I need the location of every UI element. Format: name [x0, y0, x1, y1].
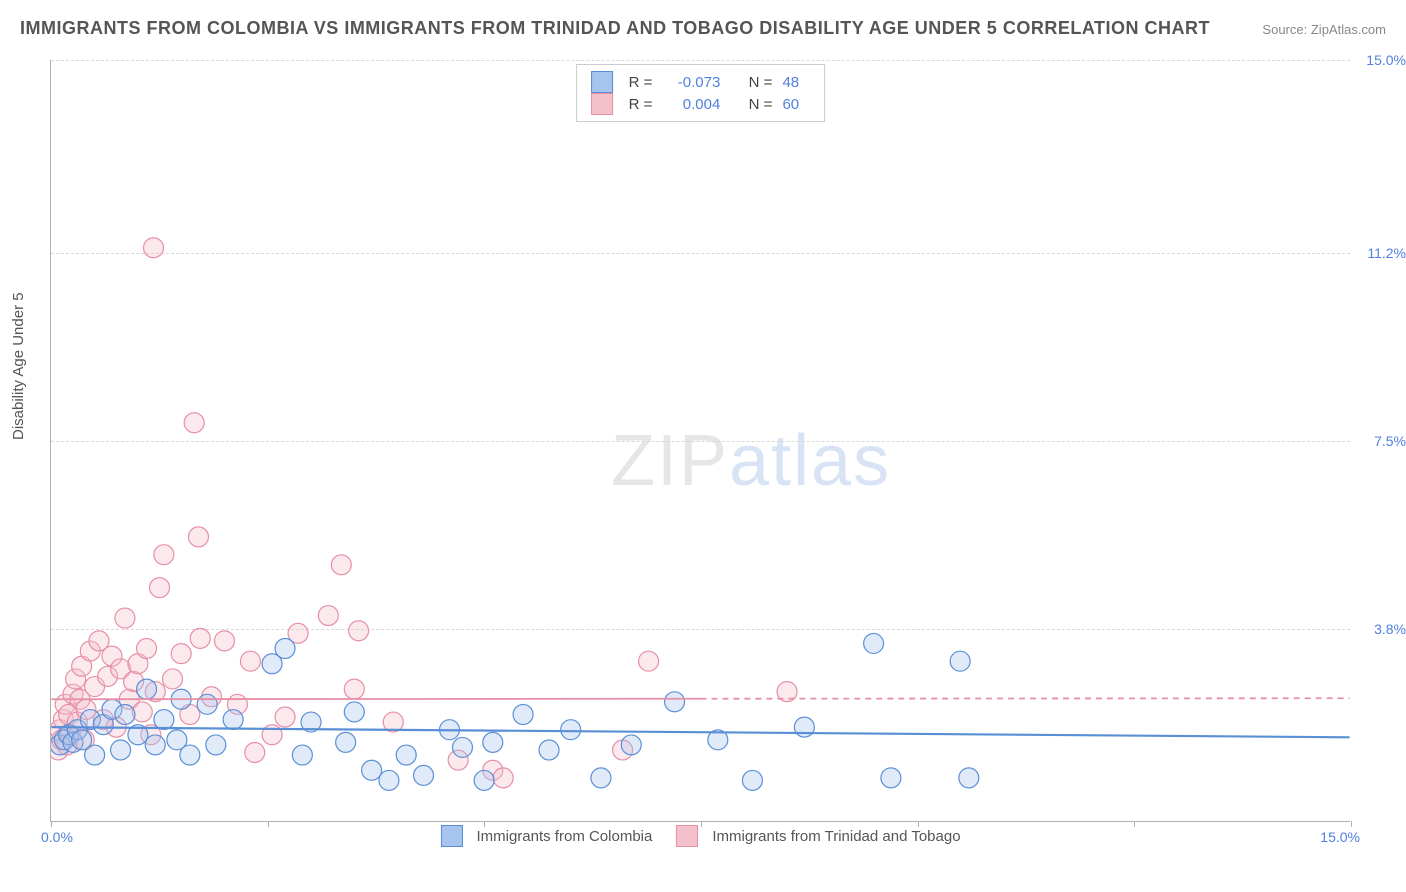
- r-value-a: -0.073: [662, 74, 720, 91]
- series-a-point: [344, 702, 364, 722]
- series-b-point: [214, 631, 234, 651]
- series-b-point: [154, 545, 174, 565]
- source-label: Source:: [1262, 22, 1307, 37]
- trend-line-a: [51, 727, 1349, 737]
- series-a-point: [115, 704, 135, 724]
- series-b-point: [331, 555, 351, 575]
- n-value-b: 60: [782, 96, 810, 113]
- r-value-b: 0.004: [662, 96, 720, 113]
- series-a-point: [396, 745, 416, 765]
- legend-row-b: R = 0.004 N = 60: [591, 93, 811, 115]
- series-a-point: [414, 765, 434, 785]
- source-attribution: Source: ZipAtlas.com: [1262, 22, 1386, 37]
- source-value: ZipAtlas.com: [1311, 22, 1386, 37]
- series-a-name: Immigrants from Colombia: [476, 828, 652, 845]
- series-a-point: [665, 692, 685, 712]
- series-b-point: [171, 644, 191, 664]
- series-b-point: [163, 669, 183, 689]
- y-tick-label: 15.0%: [1366, 52, 1406, 68]
- series-legend: Immigrants from Colombia Immigrants from…: [440, 825, 960, 847]
- x-tick: [1351, 821, 1352, 827]
- series-a-point: [539, 740, 559, 760]
- y-tick-label: 7.5%: [1374, 433, 1406, 449]
- r-label-b: R =: [629, 96, 653, 113]
- x-tick: [268, 821, 269, 827]
- series-b-point: [639, 651, 659, 671]
- series-a-point: [275, 639, 295, 659]
- series-b-point: [349, 621, 369, 641]
- r-label-a: R =: [629, 74, 653, 91]
- y-tick-label: 11.2%: [1367, 245, 1406, 261]
- series-a-point: [145, 735, 165, 755]
- series-a-point: [154, 710, 174, 730]
- series-b-point: [189, 527, 209, 547]
- series-a-point: [223, 710, 243, 730]
- series-a-point: [591, 768, 611, 788]
- n-label-b: N =: [749, 96, 773, 113]
- series-b-point: [143, 238, 163, 258]
- series-a-point: [474, 770, 494, 790]
- series-a-point: [742, 770, 762, 790]
- series-a-point: [336, 732, 356, 752]
- trend-line-b-solid: [51, 699, 700, 700]
- series-a-point: [483, 732, 503, 752]
- series-b-point: [275, 707, 295, 727]
- series-a-point: [206, 735, 226, 755]
- legend-item-a: Immigrants from Colombia: [440, 825, 652, 847]
- plot-area: ZIPatlas 3.8%7.5%11.2%15.0% 0.0% 15.0% R…: [50, 60, 1350, 822]
- x-tick: [1134, 821, 1135, 827]
- x-tick: [51, 821, 52, 827]
- series-b-point: [493, 768, 513, 788]
- series-b-swatch-icon: [676, 825, 698, 847]
- y-axis-label: Disability Age Under 5: [10, 292, 27, 440]
- series-a-point: [362, 760, 382, 780]
- correlation-legend: R = -0.073 N = 48 R = 0.004 N = 60: [576, 64, 826, 122]
- series-a-point: [452, 737, 472, 757]
- series-a-point: [292, 745, 312, 765]
- x-axis-min-label: 0.0%: [41, 829, 73, 845]
- series-a-point: [180, 745, 200, 765]
- series-a-point: [864, 633, 884, 653]
- series-a-point: [881, 768, 901, 788]
- series-a-point: [950, 651, 970, 671]
- series-b-point: [115, 608, 135, 628]
- series-a-point: [561, 720, 581, 740]
- series-a-point: [85, 745, 105, 765]
- series-b-name: Immigrants from Trinidad and Tobago: [712, 828, 960, 845]
- y-tick-label: 3.8%: [1374, 621, 1406, 637]
- series-b-point: [184, 413, 204, 433]
- series-b-point: [190, 628, 210, 648]
- trend-line-b-dashed: [701, 698, 1350, 699]
- series-a-swatch-icon: [440, 825, 462, 847]
- series-a-swatch-icon: [591, 71, 613, 93]
- legend-item-b: Immigrants from Trinidad and Tobago: [676, 825, 960, 847]
- series-a-point: [379, 770, 399, 790]
- series-b-point: [132, 702, 152, 722]
- series-a-point: [513, 704, 533, 724]
- series-b-swatch-icon: [591, 93, 613, 115]
- chart-title: IMMIGRANTS FROM COLOMBIA VS IMMIGRANTS F…: [20, 18, 1210, 39]
- series-a-point: [621, 735, 641, 755]
- legend-row-a: R = -0.073 N = 48: [591, 71, 811, 93]
- series-b-point: [137, 639, 157, 659]
- n-value-a: 48: [782, 74, 810, 91]
- series-a-point: [137, 679, 157, 699]
- series-a-point: [111, 740, 131, 760]
- series-b-point: [344, 679, 364, 699]
- series-b-point: [240, 651, 260, 671]
- series-b-point: [150, 578, 170, 598]
- x-axis-max-label: 15.0%: [1320, 829, 1360, 845]
- n-label-a: N =: [749, 74, 773, 91]
- series-b-point: [245, 743, 265, 763]
- series-a-point: [197, 694, 217, 714]
- series-a-point: [959, 768, 979, 788]
- scatter-svg: [51, 60, 1350, 821]
- series-b-point: [318, 606, 338, 626]
